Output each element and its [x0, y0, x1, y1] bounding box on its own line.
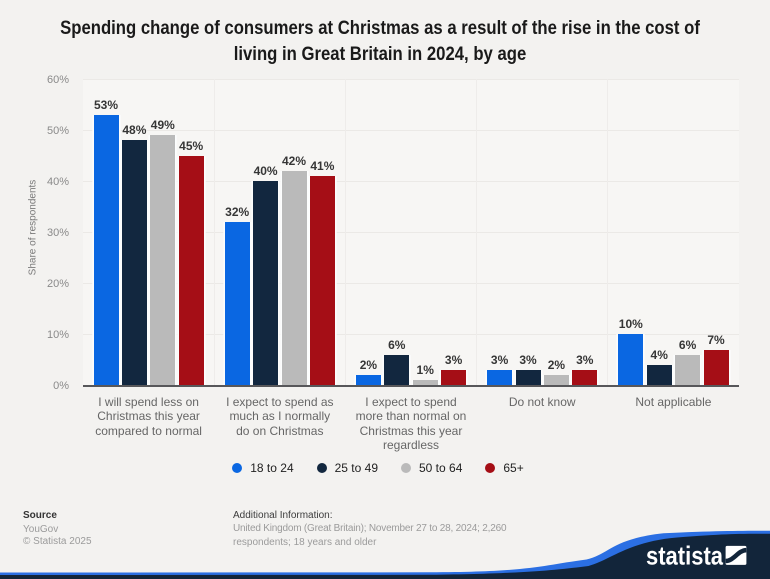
svg-text:statista: statista [646, 540, 723, 570]
